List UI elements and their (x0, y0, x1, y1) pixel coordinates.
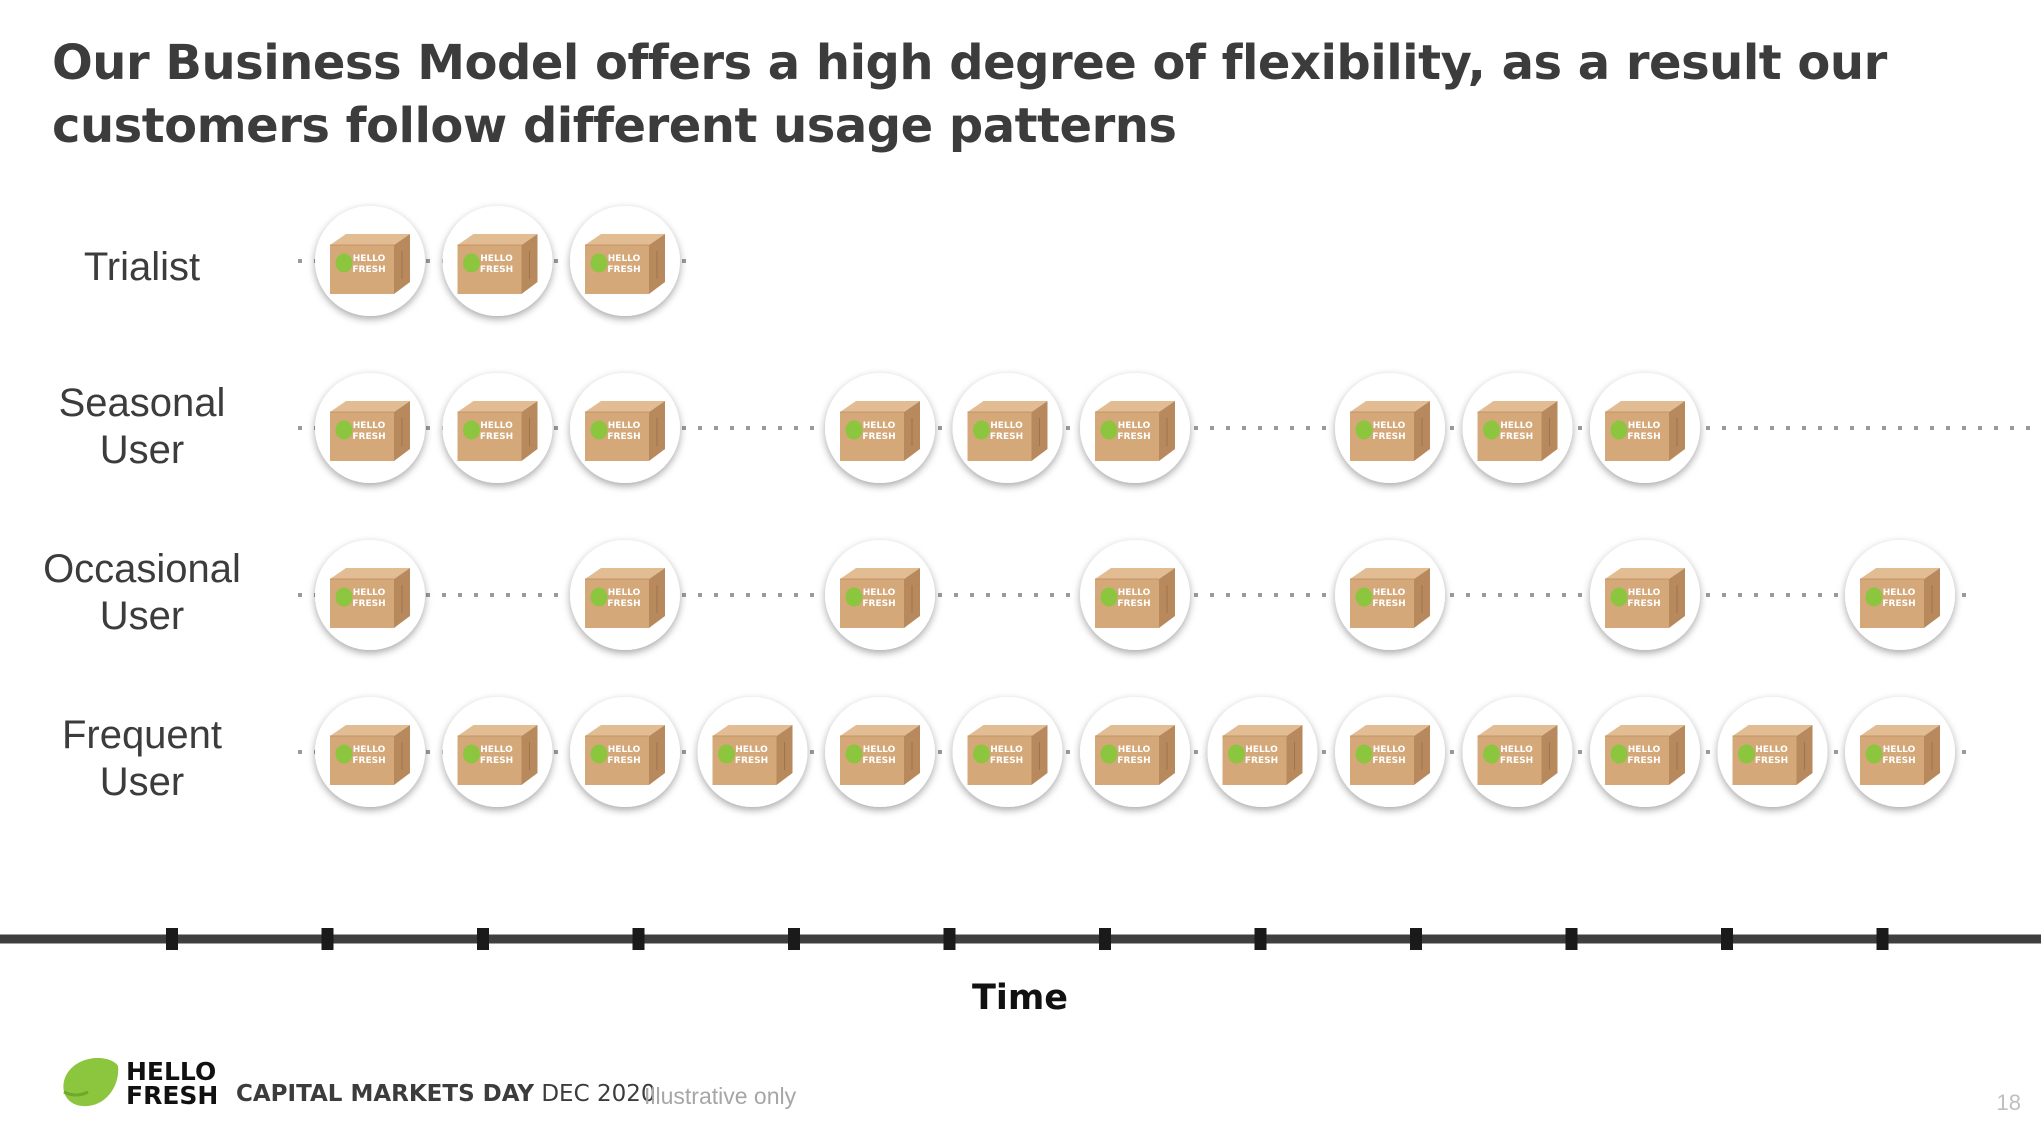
delivery-box-icon (1590, 373, 1700, 483)
logo-text-fresh: FRESH (126, 1081, 218, 1110)
page-number: 18 (1996, 1090, 2021, 1115)
delivery-box-icon (1462, 697, 1573, 807)
delivery-box-icon (1080, 540, 1190, 650)
time-axis-tick (1410, 928, 1422, 950)
delivery-box-icon (570, 697, 680, 807)
delivery-box-icon (315, 697, 425, 807)
delivery-box-icon (315, 206, 425, 316)
row-label-1: Trialist (22, 244, 262, 291)
time-axis-tick (1254, 928, 1267, 950)
row-label-line: Frequent (61, 713, 223, 757)
row-label-line: Seasonal (58, 381, 226, 425)
time-axis-tick (166, 928, 178, 950)
row-label-4: Frequent User (22, 712, 262, 806)
delivery-box-icon (1462, 373, 1573, 483)
delivery-box-icon (952, 373, 1063, 483)
delivery-box-icon (570, 540, 680, 650)
delivery-box-icon (1080, 697, 1190, 807)
delivery-box-icon (825, 373, 935, 483)
delivery-box-icon (1845, 697, 1955, 807)
delivery-box-icon (952, 697, 1063, 807)
delivery-box-icon (1335, 373, 1445, 483)
row-label-line: User (99, 428, 185, 472)
time-axis-label: Time (971, 978, 1069, 1018)
event-label: CAPITAL MARKETS DAY DEC 2020 (236, 1081, 655, 1107)
lime-logo-icon (63, 1058, 119, 1107)
delivery-box-icon (1335, 697, 1445, 807)
time-axis-tick (1876, 928, 1889, 950)
time-axis-tick (477, 928, 489, 950)
time-axis-tick (321, 928, 334, 950)
delivery-box-icon (1590, 540, 1700, 650)
row-label-3: Occasional User (22, 546, 262, 640)
delivery-box-icon (442, 697, 553, 807)
time-axis-tick (1721, 928, 1733, 950)
time-axis-tick (1565, 928, 1578, 950)
delivery-box-icon (825, 540, 935, 650)
slide-title: Our Business Model offers a high degree … (52, 35, 1887, 154)
time-axis-tick (632, 928, 645, 950)
time-axis-tick (788, 928, 800, 950)
delivery-box-icon (1207, 697, 1318, 807)
delivery-box-icon (1717, 697, 1828, 807)
time-axis-tick (1099, 928, 1111, 950)
delivery-box-icon (442, 373, 553, 483)
usage-row-2 (298, 373, 2031, 483)
row-label-line: User (99, 760, 185, 804)
delivery-box-icon (315, 540, 425, 650)
row-label-line: Occasional (43, 547, 241, 591)
delivery-box-icon (570, 373, 680, 483)
delivery-box-icon (442, 206, 553, 316)
event-date: DEC 2020 (534, 1081, 656, 1107)
usage-row-3 (298, 540, 1967, 650)
illustrative-note: Illustrative only (644, 1083, 797, 1109)
delivery-box-icon (1590, 697, 1700, 807)
delivery-box-icon (570, 206, 680, 316)
row-label-line: User (99, 594, 185, 638)
time-axis-tick (943, 928, 956, 950)
row-label-line: Trialist (83, 245, 201, 289)
event-name: CAPITAL MARKETS DAY (236, 1081, 535, 1107)
delivery-box-icon (1080, 373, 1190, 483)
usage-row-1 (298, 206, 692, 316)
delivery-box-icon (697, 697, 808, 807)
row-label-2: Seasonal User (22, 380, 262, 474)
hellofresh-logo: HELLO FRESH (63, 1057, 218, 1110)
delivery-box-icon (1335, 540, 1445, 650)
logo-text-hello: HELLO (126, 1057, 216, 1086)
timeline-axis (0, 928, 2041, 950)
delivery-box-icon (315, 373, 425, 483)
usage-row-4 (298, 697, 1967, 807)
delivery-box-icon (825, 697, 935, 807)
delivery-box-icon (1845, 540, 1955, 650)
usage-rows (298, 206, 2031, 807)
